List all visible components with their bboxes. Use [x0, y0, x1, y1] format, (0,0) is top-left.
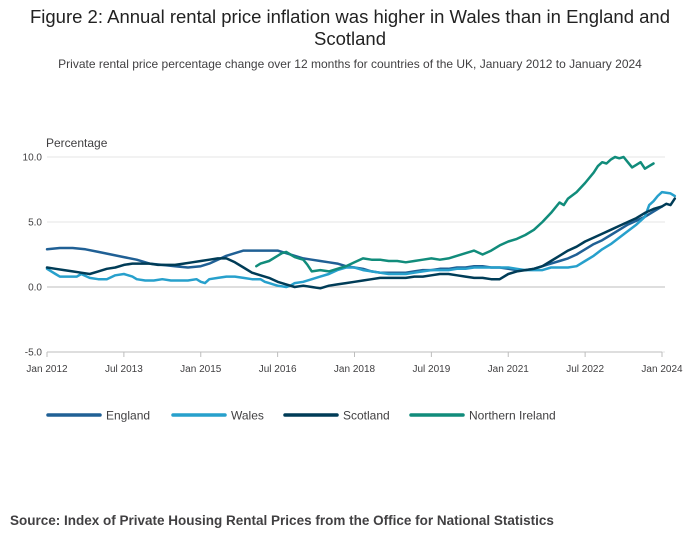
legend-label-wales[interactable]: Wales: [231, 409, 264, 423]
chart-title: Figure 2: Annual rental price inflation …: [29, 6, 670, 49]
x-tick-label: Jul 2022: [566, 364, 604, 375]
x-tick-label: Jan 2024: [641, 364, 683, 375]
x-tick-label: Jan 2018: [334, 364, 376, 375]
legend: England Wales Scotland Northern Ireland: [46, 409, 556, 423]
series-line-northern-ireland[interactable]: [255, 155, 655, 273]
x-tick-label: Jan 2021: [488, 364, 530, 375]
y-axis-ticks: -5.0 0.0 5.0 10.0: [23, 153, 43, 359]
x-tick-label: Jan 2012: [26, 364, 68, 375]
x-tick-label: Jul 2016: [259, 364, 297, 375]
series-line-scotland[interactable]: [45, 197, 677, 290]
legend-label-northern-ireland[interactable]: Northern Ireland: [469, 409, 556, 423]
legend-label-england[interactable]: England: [106, 409, 150, 423]
source-note: Source: Index of Private Housing Rental …: [10, 513, 554, 528]
x-tick-label: Jan 2015: [180, 364, 222, 375]
y-gridlines: [47, 156, 665, 353]
series-line-wales[interactable]: [45, 190, 677, 289]
chart-subtitle: Private rental price percentage change o…: [58, 57, 642, 71]
series-lines: [45, 155, 677, 290]
y-tick-label: 5.0: [28, 218, 42, 229]
y-tick-label: 10.0: [23, 153, 43, 164]
y-tick-label: -5.0: [25, 348, 43, 359]
y-axis-label: Percentage: [46, 136, 108, 150]
line-chart: Percentage -5.0 0.0 5.0 10.0 Jan 2012 Jul 20…: [23, 136, 683, 423]
x-tick-label: Jul 2013: [105, 364, 143, 375]
y-tick-label: 0.0: [28, 283, 42, 294]
legend-label-scotland[interactable]: Scotland: [343, 409, 390, 423]
x-tick-label: Jul 2019: [412, 364, 450, 375]
x-axis-ticks: Jan 2012 Jul 2013 Jan 2015 Jul 2016 Jan 2018…: [26, 351, 683, 375]
